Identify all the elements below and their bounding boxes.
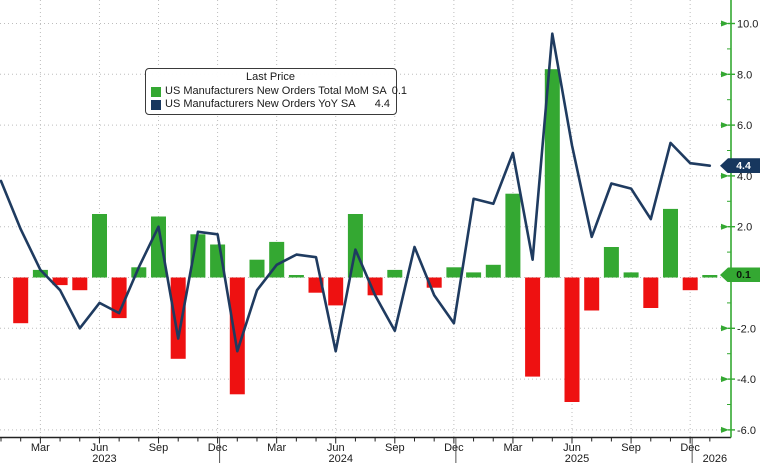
- mom-series-value: 0.1: [391, 85, 407, 97]
- quarter-label: Mar: [31, 442, 50, 454]
- mom-bar-2024-06: [328, 277, 344, 306]
- gridline-arrow-icon: [721, 172, 729, 179]
- mom-bar-2025-08: [603, 247, 619, 278]
- mom-bar-2024-12: [446, 267, 462, 278]
- y-tick-label: 4.0: [737, 171, 752, 183]
- quarter-label: Dec: [208, 442, 228, 454]
- y-axis: 10.0 8.0 6.0 4.0 2.0 -2.0 -4.0 -6.0: [721, 0, 758, 438]
- quarter-label: Mar: [503, 442, 522, 454]
- yoy-series-swatch: [151, 99, 161, 110]
- gridline-arrow-icon: [721, 376, 729, 383]
- v-gridlines: [39, 0, 691, 438]
- mom-series-label: US Manufacturers New Orders Total MoM SA: [165, 85, 387, 97]
- year-label: 2024: [328, 453, 352, 464]
- mom-bar-2024-01: [229, 277, 245, 395]
- mom-bar-2025-09: [623, 272, 639, 278]
- mom-bar-2023-02: [13, 277, 29, 324]
- yoy-series-label: US Manufacturers New Orders YoY SA: [165, 98, 356, 110]
- yoy-last-price-badge: 4.4: [720, 158, 760, 174]
- mom-bar-2023-10: [170, 277, 186, 359]
- legend: Last Price US Manufacturers New Orders T…: [145, 68, 407, 115]
- mom-bar-2025-05: [544, 69, 560, 278]
- mom-bar-2025-10: [643, 277, 659, 308]
- legend-row-mom: US Manufacturers New Orders Total MoM SA…: [151, 85, 407, 98]
- quarter-label: Dec: [444, 442, 464, 454]
- mom-bar-2025-12: [682, 277, 698, 291]
- mom-bar-2023-08: [131, 267, 147, 278]
- mom-bar-2025-11: [663, 208, 678, 278]
- mom-bar-2025-03: [505, 193, 521, 278]
- quarter-label: Mar: [267, 442, 286, 454]
- yoy-series-value: 4.4: [374, 98, 390, 110]
- mom-bar-2025-01: [466, 272, 482, 278]
- y-tick-label: -6.0: [737, 425, 756, 437]
- year-label: 2023: [92, 453, 116, 464]
- mom-bars: [13, 69, 718, 402]
- mom-bar-2023-07: [111, 277, 127, 319]
- y-tick-label: -2.0: [737, 323, 756, 335]
- mom-bar-2024-04: [288, 275, 304, 278]
- quarter-label: Jun: [327, 442, 345, 454]
- y-tick-label: 2.0: [737, 222, 752, 234]
- quarter-label: Sep: [149, 442, 169, 454]
- mom-bar-2026-01: [702, 275, 718, 278]
- mom-bar-2025-02: [485, 264, 501, 278]
- mom-bar-2023-06: [92, 214, 107, 278]
- mom-bar-2024-08: [367, 277, 383, 296]
- mom-bar-2025-04: [525, 277, 541, 377]
- mom-bar-2023-04: [52, 277, 68, 286]
- quarter-label: Dec: [680, 442, 700, 454]
- quarter-label: Jun: [91, 442, 109, 454]
- gridline-arrow-icon: [721, 71, 729, 78]
- mom-bar-2025-07: [584, 277, 600, 311]
- yoy-line-group: [0, 32, 712, 353]
- gridline-arrow-icon: [721, 325, 729, 332]
- quarter-label: Sep: [621, 442, 641, 454]
- year-label: 2026: [703, 453, 727, 464]
- legend-title: Last Price: [246, 71, 295, 83]
- gridline-arrow-icon: [721, 122, 729, 129]
- mom-bar-2024-07: [347, 214, 363, 278]
- mom-last-price-badge: 0.1: [720, 267, 760, 283]
- y-tick-label: 8.0: [737, 69, 752, 81]
- mom-bar-2024-02: [249, 259, 265, 278]
- mom-bar-2025-06: [564, 277, 580, 402]
- gridline-arrow-icon: [721, 426, 729, 433]
- gridline-arrow-icon: [721, 20, 729, 27]
- gridline-arrow-icon: [721, 223, 729, 230]
- year-label: 2025: [565, 453, 589, 464]
- quarter-label: Sep: [385, 442, 405, 454]
- mom-bar-2024-11: [426, 277, 442, 288]
- y-tick-label: 6.0: [737, 120, 752, 132]
- mom-bar-2023-03: [32, 269, 48, 278]
- legend-row-yoy: US Manufacturers New Orders YoY SA 4.4: [151, 98, 390, 111]
- mom-series-swatch: [151, 86, 161, 97]
- x-axis: Mar Jun Sep Dec Mar Jun Sep Dec Mar Jun Sep Dec 2023…: [0, 436, 731, 464]
- yoy-line: [0, 32, 712, 353]
- mom-bar-2024-09: [387, 269, 403, 278]
- y-tick-label: -4.0: [737, 374, 756, 386]
- y-tick-label: 10.0: [737, 19, 758, 31]
- quarter-label: Jun: [563, 442, 581, 454]
- mom-bar-2023-05: [72, 277, 88, 291]
